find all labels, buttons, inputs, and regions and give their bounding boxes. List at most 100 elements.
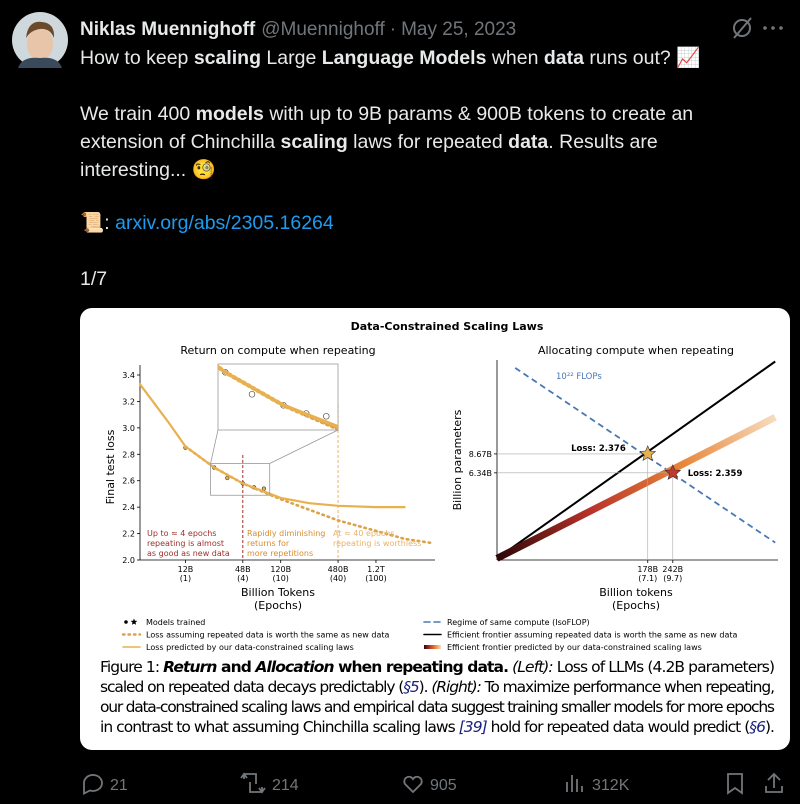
x-tick-sub: (9.7) bbox=[663, 574, 682, 583]
caption-run: Return bbox=[163, 658, 217, 676]
x-tick-sub: (7.1) bbox=[638, 574, 657, 583]
y-tick-label: 8.67B bbox=[469, 450, 492, 459]
tweet-line: interesting... 🧐 bbox=[80, 158, 216, 181]
annotation: repeating is worthless bbox=[333, 539, 421, 548]
link[interactable]: arxiv.org/abs/2305.16264 bbox=[115, 212, 334, 234]
x-tick-sub: (100) bbox=[365, 574, 387, 583]
x-tick-label: 120B bbox=[270, 565, 291, 574]
caption-line: scaled on repeated data decays predictab… bbox=[100, 678, 775, 696]
caption-run: hold for repeated data would predict ( bbox=[487, 718, 751, 736]
post-date[interactable]: May 25, 2023 bbox=[401, 19, 516, 40]
text-run: . Results are bbox=[548, 131, 657, 153]
caption-run: when repeating data. bbox=[334, 658, 509, 676]
reference-link[interactable]: §6 bbox=[749, 718, 766, 736]
x-tick-label: 12B bbox=[178, 565, 194, 574]
like-icon[interactable] bbox=[403, 775, 423, 794]
reply-icon[interactable] bbox=[83, 774, 103, 795]
avatar[interactable] bbox=[12, 12, 68, 68]
legend-label: Regime of same compute (IsoFLOP) bbox=[447, 618, 590, 627]
loss-label: Loss: 2.359 bbox=[688, 469, 743, 479]
zoom-region bbox=[210, 463, 271, 496]
text-run: 1/7 bbox=[80, 268, 107, 290]
x-tick-sub: (4) bbox=[237, 574, 248, 583]
text-run: 📜: bbox=[80, 211, 115, 234]
text-run: Large bbox=[261, 47, 322, 69]
x-axis-label: Billion Tokens bbox=[241, 586, 315, 599]
zoom-connector bbox=[269, 429, 339, 464]
x-tick-label: 1.2T bbox=[367, 565, 385, 574]
caption-run: ). bbox=[419, 678, 433, 696]
legend-label: Loss assuming repeated data is worth the… bbox=[146, 631, 390, 640]
series-line bbox=[218, 364, 338, 429]
figure: Data-Constrained Scaling Laws Return on c… bbox=[100, 320, 778, 736]
separator: · bbox=[390, 19, 396, 40]
inset-plot bbox=[218, 364, 338, 430]
share-icon[interactable] bbox=[765, 772, 783, 793]
caption-run: Figure 1: bbox=[100, 658, 164, 676]
text-run: data bbox=[544, 47, 584, 69]
reply-count[interactable]: 21 bbox=[110, 777, 128, 794]
text-run: with up to 9B params & 900B tokens to cr… bbox=[264, 103, 693, 125]
reference-link[interactable]: [39] bbox=[459, 718, 488, 736]
annotation: as good as new data bbox=[147, 549, 230, 558]
legend-marker bbox=[130, 618, 138, 625]
x-tick-label: 242B bbox=[662, 565, 683, 574]
y-tick-label: 2.6 bbox=[122, 477, 135, 486]
author-name[interactable]: Niklas Muennighoff bbox=[80, 19, 256, 40]
views-icon[interactable] bbox=[566, 775, 583, 792]
legend-label: Efficient frontier predicted by our data… bbox=[447, 643, 702, 652]
caption-run: our data-constrained scaling laws and em… bbox=[100, 698, 775, 716]
text-run: data bbox=[508, 131, 548, 153]
menu-dot[interactable] bbox=[771, 26, 775, 30]
text-run: when bbox=[486, 47, 543, 69]
text-run: interesting... 🧐 bbox=[80, 158, 216, 181]
tweet-line: extension of Chinchilla scaling laws for… bbox=[80, 131, 658, 153]
like-count[interactable]: 905 bbox=[430, 777, 457, 794]
retweet-count[interactable]: 214 bbox=[272, 777, 299, 794]
caption-run: ). bbox=[765, 718, 775, 736]
x-tick-sub: (10) bbox=[272, 574, 288, 583]
text-run: We train 400 bbox=[80, 103, 196, 125]
data-point bbox=[248, 391, 256, 398]
menu-dot[interactable] bbox=[779, 26, 783, 30]
y-tick-label: 3.2 bbox=[122, 397, 135, 406]
annotation: repeating is almost bbox=[147, 539, 224, 548]
y-tick-label: 3.4 bbox=[122, 371, 135, 380]
x-tick-label: 480B bbox=[328, 565, 349, 574]
annotation: Up to ≈ 4 epochs bbox=[147, 529, 216, 538]
caption-line: our data-constrained scaling laws and em… bbox=[100, 698, 775, 716]
series-line bbox=[495, 414, 777, 562]
menu-dot[interactable] bbox=[763, 26, 767, 30]
y-tick-label: 2.0 bbox=[122, 556, 135, 565]
text-run: scaling bbox=[281, 131, 348, 153]
caption-run: scaled on repeated data decays predictab… bbox=[100, 678, 404, 696]
caption-run: and bbox=[217, 658, 257, 676]
series-line bbox=[496, 360, 776, 560]
tweet-line: 📜: arxiv.org/abs/2305.16264 bbox=[80, 211, 334, 234]
text-run: laws for repeated bbox=[348, 131, 508, 153]
text-run: Language Models bbox=[322, 47, 487, 69]
text-run: models bbox=[196, 103, 264, 125]
retweet-icon[interactable] bbox=[240, 772, 266, 794]
y-tick-label: 6.34B bbox=[469, 469, 492, 478]
y-tick-label: 2.8 bbox=[122, 450, 135, 459]
annotation: 10²² FLOPs bbox=[556, 372, 602, 382]
y-tick-label: 3.0 bbox=[122, 424, 135, 433]
bookmark-icon[interactable] bbox=[727, 773, 743, 795]
caption-run: (Left): bbox=[508, 658, 554, 676]
legend-label: Efficient frontier assuming repeated dat… bbox=[447, 631, 738, 640]
annotation: At ≈ 40 epochs, bbox=[333, 529, 397, 538]
text-run: scaling bbox=[194, 47, 261, 69]
author-handle[interactable]: @Muennighoff bbox=[261, 19, 385, 40]
loss-label: Loss: 2.376 bbox=[571, 444, 626, 454]
y-axis-label: Final test loss bbox=[104, 429, 117, 504]
reference-link[interactable]: §5 bbox=[403, 678, 420, 696]
y-tick-label: 2.4 bbox=[122, 503, 135, 512]
caption-line: Figure 1: Return and Allocation when rep… bbox=[100, 658, 775, 676]
mute-icon[interactable] bbox=[733, 17, 752, 39]
series-line bbox=[138, 383, 406, 509]
views-count[interactable]: 312K bbox=[592, 777, 630, 794]
annotation: Rapidly diminishing bbox=[247, 529, 325, 538]
x-tick-label: 178B bbox=[637, 565, 658, 574]
caption-run: Loss of LLMs (4.2B parameters) bbox=[553, 658, 775, 676]
